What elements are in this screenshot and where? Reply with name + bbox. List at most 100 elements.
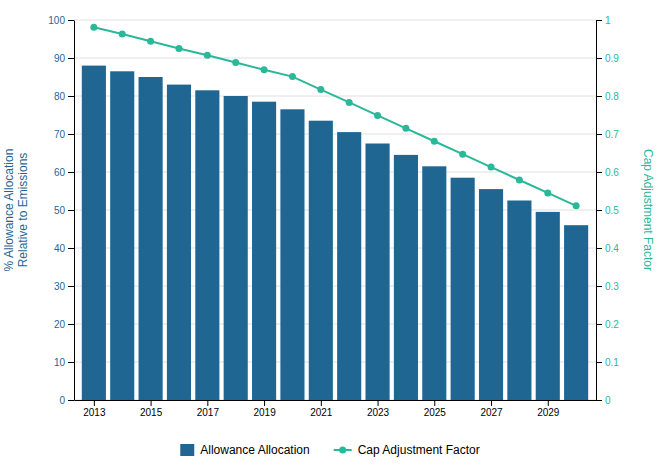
bar (110, 71, 134, 400)
tick: 50 (54, 205, 74, 216)
legend: Allowance Allocation Cap Adjustment Facto… (180, 443, 479, 457)
x-axis: 2013 2015 2017 2019 2021 2023 2025 2027 2029 (75, 400, 597, 418)
tick: 0.3 (596, 281, 619, 292)
tick-label: 20 (54, 319, 66, 330)
tick: 2019 (253, 400, 276, 418)
tick: 80 (54, 91, 74, 102)
tick-label: 0.5 (605, 205, 619, 216)
tick-mark (596, 286, 602, 287)
marker (402, 125, 409, 132)
tick-mark (68, 362, 74, 363)
tick: 2023 (367, 400, 390, 418)
marker (346, 99, 353, 106)
tick: 60 (54, 167, 74, 178)
marker (516, 176, 523, 183)
bar (337, 132, 361, 400)
marker (544, 189, 551, 196)
tick-mark (596, 20, 602, 21)
tick-label: 0.8 (605, 91, 619, 102)
tick: 0.1 (596, 357, 619, 368)
tick: 2015 (140, 400, 163, 418)
tick-label: 2017 (197, 407, 220, 418)
tick-label: 2027 (480, 407, 503, 418)
tick: 2017 (197, 400, 220, 418)
tick-label: 2021 (310, 407, 333, 418)
tick: 0 (59, 395, 74, 406)
marker (488, 164, 495, 171)
marker (119, 31, 126, 38)
marker (147, 38, 154, 45)
tick-label: 0 (59, 395, 65, 406)
marker (204, 52, 211, 59)
tick: 40 (54, 243, 74, 254)
tick: 0.6 (596, 167, 619, 178)
tick-label: 0.1 (605, 357, 619, 368)
tick-label: 2013 (83, 407, 106, 418)
tick-mark (596, 134, 602, 135)
tick-label: 2023 (367, 407, 390, 418)
tick-label: 0.3 (605, 281, 619, 292)
tick-label: 80 (54, 91, 66, 102)
tick: 2027 (480, 400, 503, 418)
tick: 10 (54, 357, 74, 368)
tick-label: 100 (48, 15, 65, 26)
bar (309, 121, 333, 400)
tick-mark (596, 96, 602, 97)
tick-label: 70 (54, 129, 66, 140)
y-axis: 0102030405060708090100 (48, 15, 74, 406)
marker (90, 24, 97, 31)
tick: 2025 (424, 400, 447, 418)
marker (573, 202, 580, 209)
legend-label: Allowance Allocation (200, 443, 309, 457)
tick: 0.4 (596, 243, 619, 254)
tick-mark (596, 248, 602, 249)
bar (394, 155, 418, 400)
bar (564, 225, 588, 400)
marker (374, 112, 381, 119)
tick: 0.2 (596, 319, 619, 330)
grid-line (74, 20, 596, 21)
tick-label: 0.9 (605, 53, 619, 64)
tick-label: 2029 (537, 407, 560, 418)
tick: 0.5 (596, 205, 619, 216)
bar (451, 178, 475, 400)
tick-mark (434, 400, 435, 406)
tick-mark (596, 172, 602, 173)
tick: 2029 (537, 400, 560, 418)
tick-mark (68, 324, 74, 325)
bar (82, 66, 106, 400)
tick-mark (596, 362, 602, 363)
y-axis-title: % Allowance AllocationRelative to Emissi… (2, 149, 30, 272)
tick: 70 (54, 129, 74, 140)
tick-label: 50 (54, 205, 66, 216)
legend-item: Cap Adjustment Factor (334, 443, 480, 457)
plot-area (82, 24, 588, 400)
bar (167, 85, 191, 400)
marker (317, 86, 324, 93)
tick: 30 (54, 281, 74, 292)
tick-label: 40 (54, 243, 66, 254)
tick-mark (68, 210, 74, 211)
tick-mark (378, 400, 379, 406)
tick: 100 (48, 15, 74, 26)
marker (261, 66, 268, 73)
legend-item: Allowance Allocation (180, 443, 309, 457)
tick-label: 0 (605, 395, 611, 406)
tick: 20 (54, 319, 74, 330)
tick-mark (596, 58, 602, 59)
tick-label: 0.7 (605, 129, 619, 140)
tick-label: 60 (54, 167, 66, 178)
y2-axis-title: Cap Adjustment Factor (641, 149, 655, 271)
tick-mark (207, 400, 208, 406)
tick-mark (68, 400, 74, 401)
line-series (90, 24, 579, 210)
bar (422, 166, 446, 400)
tick-label: 10 (54, 357, 66, 368)
tick-label: 0.4 (605, 243, 619, 254)
tick-mark (491, 400, 492, 406)
tick-mark (68, 20, 74, 21)
bar (195, 90, 219, 400)
tick-label: 1 (605, 15, 611, 26)
tick-mark (94, 400, 95, 406)
bar (252, 102, 276, 400)
